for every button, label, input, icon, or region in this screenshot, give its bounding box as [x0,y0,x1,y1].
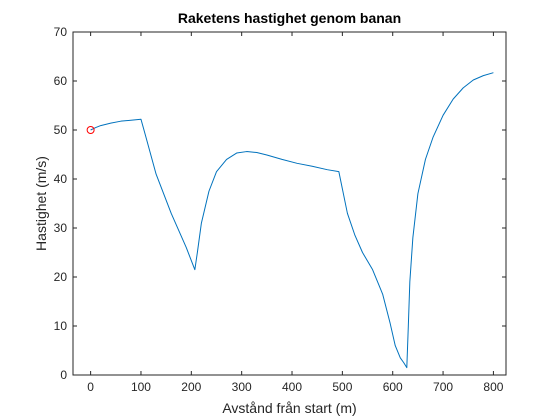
y-tick-label: 20 [54,270,68,284]
x-tick-label: 700 [433,380,453,394]
plot-background [73,32,506,375]
y-tick-label: 0 [60,368,67,382]
y-tick-label: 60 [54,74,68,88]
series-lines [90,72,494,369]
x-axis-label: Avstånd från start (m) [222,400,356,416]
series-line [90,72,494,369]
y-tick-label: 30 [54,221,68,235]
chart-title: Raketens hastighet genom banan [178,10,401,26]
y-axis-label: Hastighet (m/s) [33,156,49,251]
x-tick-label: 100 [131,380,151,394]
x-axis-ticks: 0 100 200 300 400 500 600 700 800 [87,32,504,394]
x-tick-label: 400 [282,380,302,394]
y-tick-label: 40 [54,172,68,186]
x-tick-label: 600 [383,380,403,394]
series-markers [86,126,95,134]
y-axis-ticks: 0 10 20 30 40 50 60 70 [54,25,506,382]
y-tick-label: 70 [54,25,68,39]
plot-frame [72,31,507,376]
x-tick-label: 200 [181,380,201,394]
start-marker [86,126,95,134]
x-tick-label: 0 [87,380,94,394]
x-tick-label: 500 [332,380,352,394]
y-tick-label: 10 [54,319,68,333]
x-tick-label: 300 [232,380,252,394]
y-tick-label: 50 [54,123,68,137]
x-tick-label: 800 [483,380,503,394]
